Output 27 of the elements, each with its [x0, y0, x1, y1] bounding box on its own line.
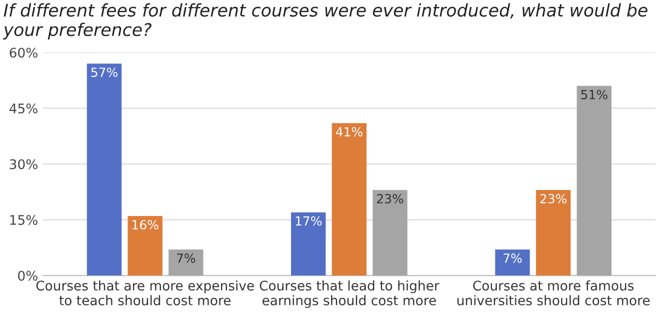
bar	[536, 190, 571, 276]
y-tick-label: 30%	[10, 159, 38, 170]
bar	[576, 86, 612, 276]
data-label: 7%	[177, 253, 196, 263]
bar	[495, 250, 530, 276]
y-tick-label: 15%	[10, 214, 38, 225]
y-tick-label: 0%	[18, 270, 38, 281]
data-label: 17%	[296, 216, 322, 226]
bar	[168, 250, 204, 276]
bar	[372, 190, 408, 276]
bar	[128, 216, 162, 276]
bar	[332, 123, 367, 276]
x-tick-label: Courses at more famous universities should cost more	[457, 280, 650, 306]
y-tick-label: 60%	[10, 48, 38, 58]
data-label: 23%	[540, 194, 567, 204]
data-label: 51%	[581, 90, 608, 100]
bar	[291, 212, 326, 276]
data-label: 41%	[336, 127, 362, 136]
y-tick-label: 45%	[9, 103, 38, 114]
x-tick-label: Courses that lead to higher earnings should cost more	[260, 280, 440, 308]
data-label: 16%	[132, 220, 158, 230]
bar	[86, 64, 122, 276]
data-label: 57%	[91, 68, 118, 78]
chart-title: If different fees for different courses were ever introduced, what would be your preference?	[2, 3, 648, 40]
data-label: 7%	[504, 253, 522, 263]
x-tick-label: Courses that are more expensive to teach should cost more	[36, 280, 254, 306]
data-label: 23%	[377, 194, 404, 204]
